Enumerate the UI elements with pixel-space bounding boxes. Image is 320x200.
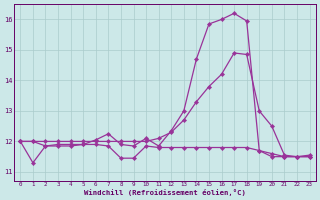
X-axis label: Windchill (Refroidissement éolien,°C): Windchill (Refroidissement éolien,°C) xyxy=(84,189,246,196)
